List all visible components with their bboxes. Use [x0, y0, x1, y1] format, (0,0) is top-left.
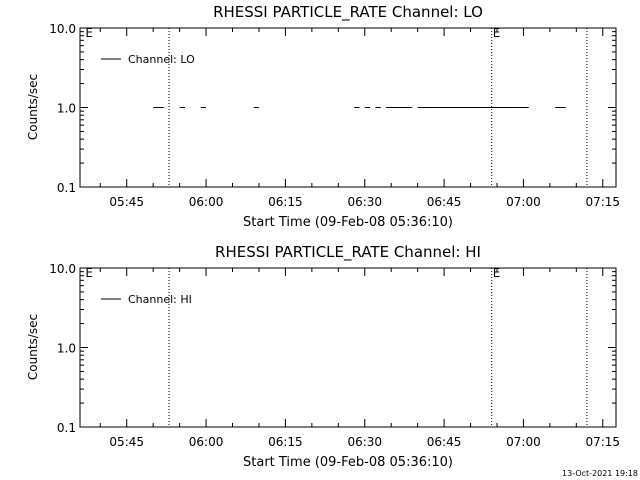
y-tick-label: 10.0 [49, 262, 76, 276]
y-tick-label: 1.0 [57, 342, 76, 356]
panel-lo-y-axis-label: Counts/sec [26, 74, 40, 140]
y-tick-label: 10.0 [49, 22, 76, 36]
x-tick-label: 06:30 [347, 195, 382, 209]
panel-lo-x-axis-label: Start Time (09-Feb-08 05:36:10) [243, 215, 453, 230]
panel-lo: RHESSI PARTICLE_RATE Channel: LO Start T… [26, 3, 620, 230]
x-tick-label: 06:15 [268, 435, 303, 449]
panel-hi-y-axis-label: Counts/sec [26, 314, 40, 380]
event-marker-label: E [493, 266, 501, 280]
event-marker-label: E [85, 26, 93, 40]
legend-label: Channel: LO [128, 53, 195, 66]
x-tick-label: 06:00 [189, 195, 224, 209]
x-tick-label: 05:45 [109, 195, 144, 209]
x-tick-label: 06:45 [427, 435, 462, 449]
plot-frame [79, 267, 617, 428]
panel-hi-title: RHESSI PARTICLE_RATE Channel: HI [215, 243, 481, 262]
y-tick-label: 1.0 [57, 102, 76, 116]
x-tick-label: 07:15 [585, 435, 620, 449]
x-tick-label: 07:15 [585, 195, 620, 209]
x-tick-label: 07:00 [506, 195, 541, 209]
x-tick-label: 06:30 [347, 435, 382, 449]
x-tick-label: 06:45 [427, 195, 462, 209]
legend-label: Channel: HI [128, 293, 192, 306]
x-tick-label: 06:15 [268, 195, 303, 209]
y-tick-label: 0.1 [57, 421, 76, 435]
event-marker-label: E [493, 26, 501, 40]
x-tick-label: 06:00 [189, 435, 224, 449]
y-tick-label: 0.1 [57, 181, 76, 195]
x-tick-label: 05:45 [109, 435, 144, 449]
event-marker-label: E [85, 266, 93, 280]
footer-timestamp: 13-Oct-2021 19:18 [562, 469, 638, 478]
panel-lo-title: RHESSI PARTICLE_RATE Channel: LO [213, 3, 483, 22]
panel-hi: RHESSI PARTICLE_RATE Channel: HI Start T… [26, 243, 620, 470]
x-tick-label: 07:00 [506, 435, 541, 449]
panel-hi-x-axis-label: Start Time (09-Feb-08 05:36:10) [243, 455, 453, 470]
